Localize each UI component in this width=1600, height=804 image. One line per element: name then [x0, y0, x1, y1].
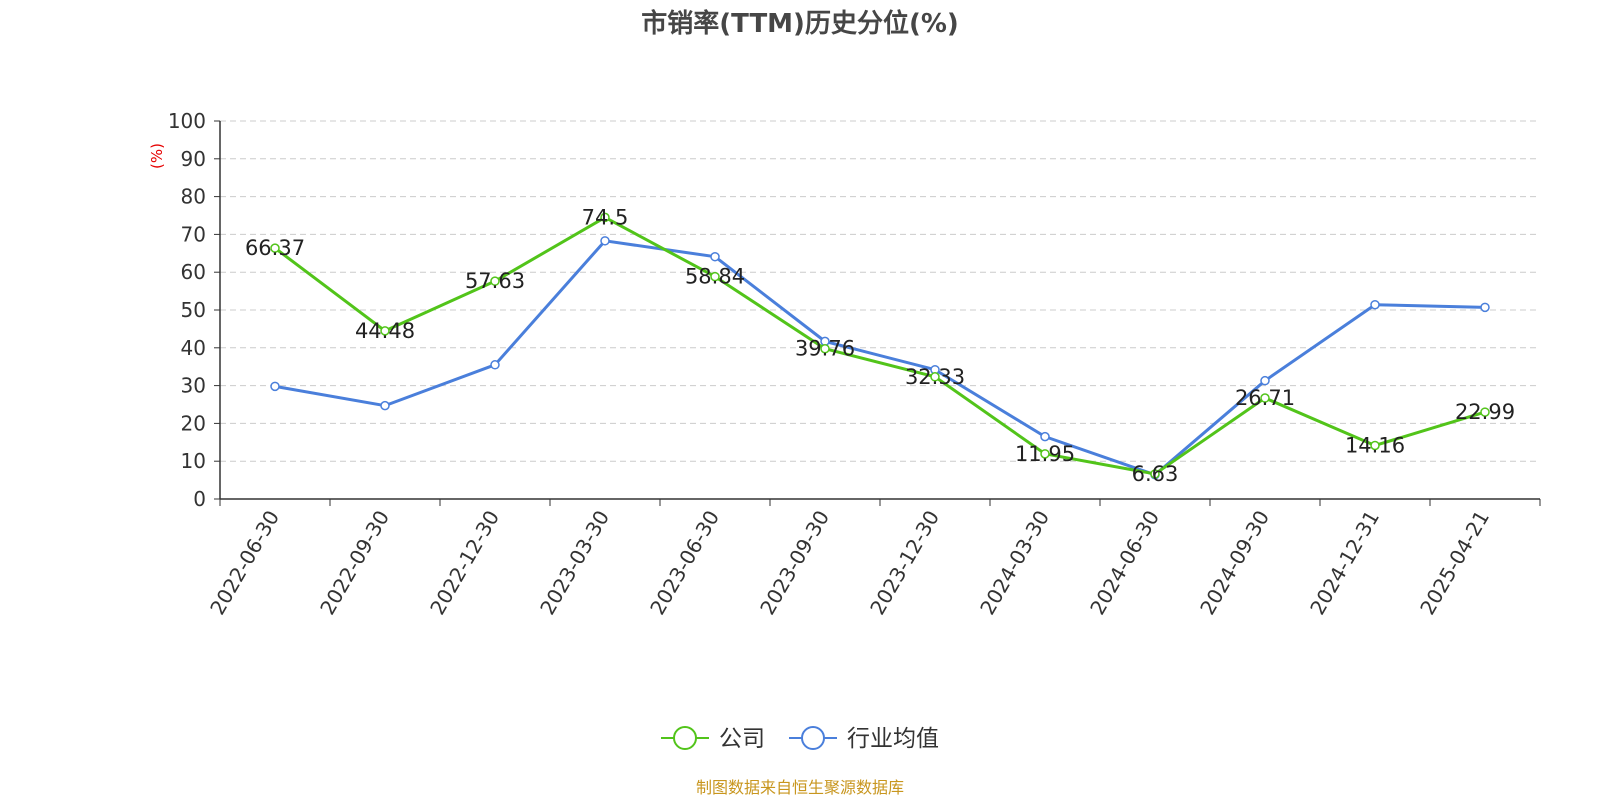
data-point-0[interactable] — [1370, 440, 1380, 451]
y-tick-label: 100 — [168, 109, 206, 133]
y-tick-label: 10 — [181, 449, 206, 473]
x-tick-label: 2022-06-30 — [205, 506, 284, 619]
y-tick-label: 50 — [181, 298, 206, 322]
data-label: 66.37 — [245, 236, 305, 260]
legend-label-1[interactable]: 行业均值 — [847, 726, 939, 752]
data-point-1[interactable] — [1040, 431, 1050, 442]
data-label: 44.48 — [355, 319, 415, 343]
y-tick-label: 0 — [193, 487, 206, 511]
data-point-1[interactable] — [380, 400, 390, 411]
axes: 0 10 20 30 40 50 60 70 80 90 100 2022-06-30 2022-09-… — [168, 109, 1541, 619]
data-point-0[interactable] — [600, 212, 610, 223]
x-tick-label: 2022-09-30 — [315, 506, 394, 619]
x-tick-label: 2024-03-30 — [975, 506, 1054, 619]
series-layer — [270, 212, 1490, 480]
data-point-0[interactable] — [820, 343, 830, 354]
y-tick-label: 20 — [181, 411, 206, 435]
data-label: 74.5 — [582, 205, 629, 229]
data-label: 39.76 — [795, 337, 855, 361]
x-tick-label: 2023-12-30 — [865, 506, 944, 619]
data-point-1[interactable] — [1260, 375, 1270, 386]
data-point-1[interactable] — [600, 236, 610, 246]
y-tick-label: 80 — [181, 185, 206, 209]
data-label: 11.95 — [1015, 442, 1075, 466]
legend-marker-1[interactable] — [801, 726, 825, 750]
data-point-1[interactable] — [1480, 302, 1490, 313]
data-point-0[interactable] — [380, 326, 390, 336]
data-point-0[interactable] — [710, 271, 720, 282]
x-tick-label: 2023-06-30 — [645, 506, 724, 619]
data-label: 22.99 — [1455, 400, 1515, 424]
data-labels: 66.37 44.48 57.63 74.5 58.84 39.76 32.33 11.95 6… — [245, 205, 1515, 486]
data-point-1[interactable] — [270, 381, 280, 392]
y-axis-label: (%) — [148, 143, 166, 169]
source-note: 制图数据来自恒生聚源数据库 — [696, 778, 904, 797]
data-point-0[interactable] — [1260, 393, 1270, 403]
y-tick-label: 40 — [181, 336, 206, 360]
data-point-0[interactable] — [1480, 407, 1490, 417]
x-tick-label: 2024-06-30 — [1085, 506, 1164, 619]
data-point-0[interactable] — [1040, 449, 1050, 459]
y-tick-label: 60 — [181, 260, 206, 284]
data-label: 6.63 — [1132, 462, 1179, 486]
data-point-1[interactable] — [490, 360, 500, 370]
x-tick-label: 2023-03-30 — [535, 506, 614, 619]
data-point-0[interactable] — [270, 243, 280, 253]
data-point-0[interactable] — [930, 372, 940, 382]
series-line-0 — [274, 215, 1486, 476]
x-tick-label: 2023-09-30 — [755, 506, 834, 619]
data-point-1[interactable] — [1370, 299, 1380, 310]
y-tick-label: 90 — [181, 147, 206, 171]
legend: 公司 行业均值 — [661, 726, 939, 752]
legend-label-0[interactable]: 公司 — [719, 726, 765, 752]
data-label: 58.84 — [685, 265, 745, 289]
legend-marker-0[interactable] — [673, 726, 697, 750]
data-label: 32.33 — [905, 365, 965, 389]
x-tick-label: 2022-12-30 — [425, 506, 504, 619]
data-label: 57.63 — [465, 269, 525, 293]
x-tick-label: 2024-12-31 — [1305, 506, 1384, 619]
data-label: 14.16 — [1345, 433, 1405, 457]
y-tick-label: 70 — [181, 222, 206, 246]
x-tick-label: 2025-04-21 — [1415, 506, 1494, 619]
series-line-1 — [274, 239, 1486, 477]
grid-lines — [220, 120, 1540, 462]
data-point-0[interactable] — [1150, 469, 1160, 479]
x-tick-label: 2024-09-30 — [1195, 506, 1274, 619]
data-point-0[interactable] — [490, 276, 500, 286]
y-tick-label: 30 — [181, 374, 206, 398]
chart-title: 市销率(TTM)历史分位(%) — [641, 8, 959, 39]
data-point-1[interactable] — [710, 251, 720, 262]
data-label: 26.71 — [1235, 386, 1295, 410]
